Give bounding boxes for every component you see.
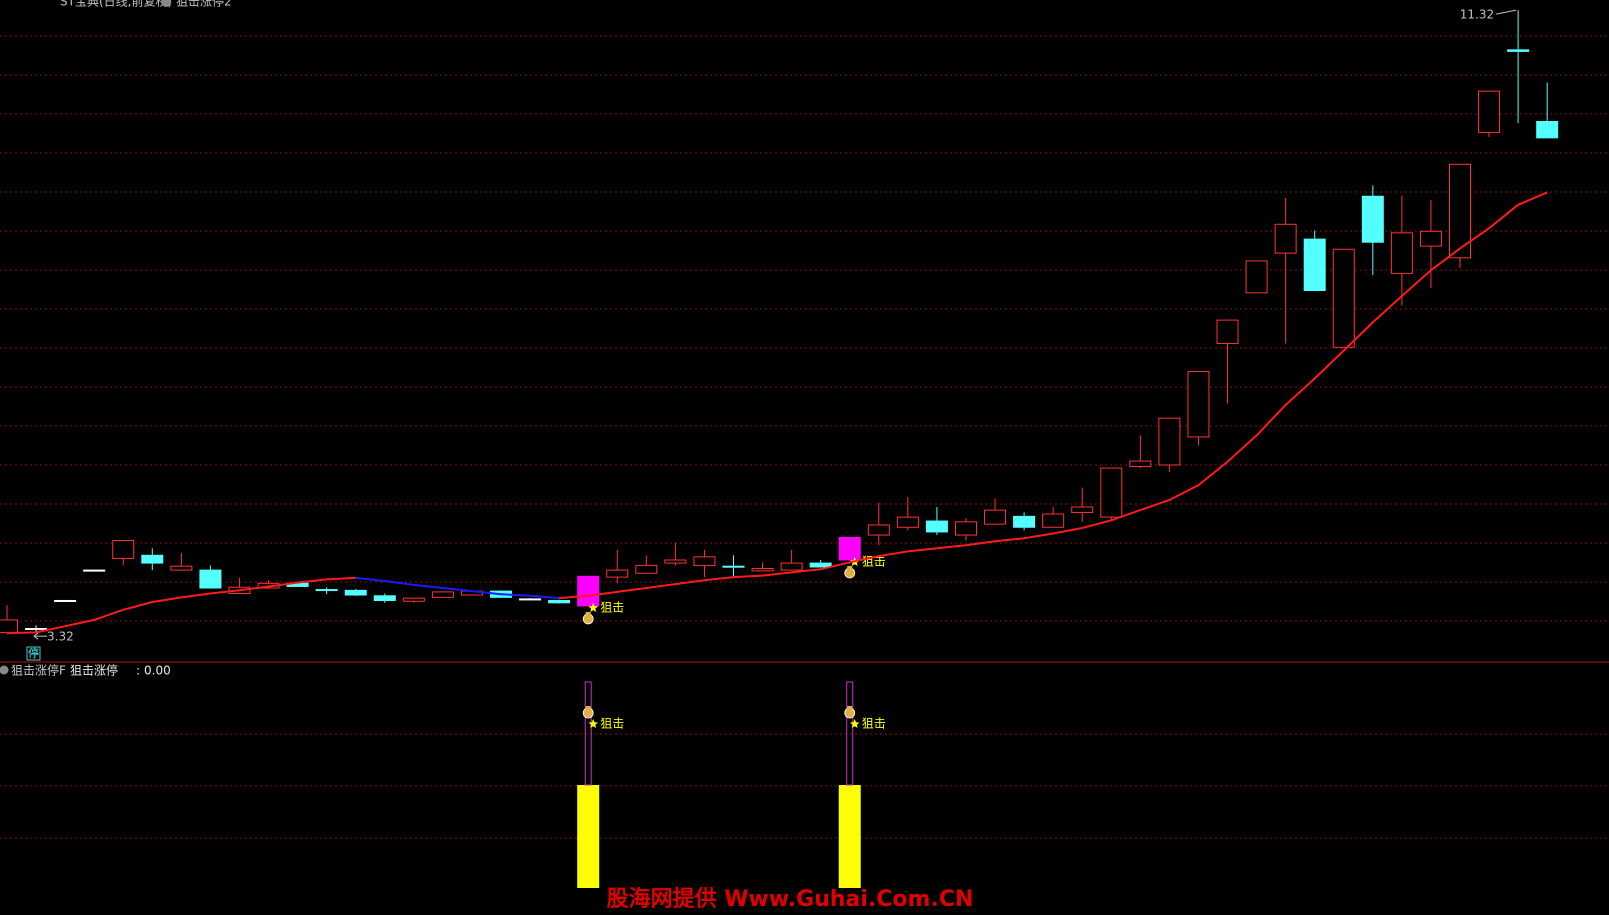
candle-body <box>0 619 18 633</box>
candle-body <box>54 599 77 602</box>
candle-body <box>141 554 164 564</box>
signal-star <box>588 719 598 728</box>
moving-average <box>6 576 356 635</box>
signal-stem <box>846 681 854 786</box>
candle-body <box>925 520 948 533</box>
candle-body <box>1274 223 1297 254</box>
panel-title: 狙击涨停F <box>11 663 66 678</box>
signal-star <box>850 719 860 728</box>
candle-body <box>1449 163 1471 259</box>
header-stock: ST宝典(日线,前复权) <box>60 0 172 9</box>
signal-bag-neck <box>585 706 591 709</box>
candle-body <box>315 589 338 592</box>
candle-body <box>519 598 542 601</box>
candle-body <box>635 564 658 574</box>
panel-legend-name: 狙击涨停 <box>70 663 118 678</box>
candle-body <box>809 562 832 568</box>
signal-bag <box>582 613 594 625</box>
candle-body <box>402 597 425 602</box>
candle-body <box>838 536 861 561</box>
signal-star <box>588 602 598 612</box>
candle-body <box>373 595 396 601</box>
candle-body <box>1507 49 1530 52</box>
candle-body <box>344 589 367 596</box>
signal-label: 狙击 <box>600 717 624 731</box>
candle-body <box>170 565 193 571</box>
candle-body <box>1187 370 1210 438</box>
candle-body <box>606 569 629 578</box>
candle-body <box>112 540 135 559</box>
badge: 停 <box>28 646 39 660</box>
watermark: 股海网提供 Www.Guhai.Com.CN <box>607 886 974 912</box>
signal-bag-neck <box>847 706 853 709</box>
candle-body <box>1361 195 1384 243</box>
signal-stem <box>584 681 592 786</box>
candle-body <box>1158 417 1181 466</box>
signal-bag-neck <box>585 611 591 615</box>
max-arrow <box>1496 9 1517 15</box>
candle-body <box>896 516 919 528</box>
candle-body <box>867 524 890 536</box>
candle-body <box>1303 238 1326 292</box>
candle-body <box>1013 515 1036 528</box>
candle-body <box>1245 260 1268 294</box>
panel-icon <box>0 665 9 675</box>
candle-body <box>1478 90 1501 133</box>
moving-average <box>355 576 560 600</box>
panel-legend-value: 0.00 <box>144 664 171 678</box>
candle-body <box>548 599 571 604</box>
candle-body <box>431 591 454 598</box>
candle-body <box>1332 248 1355 348</box>
signal-bag <box>844 567 856 579</box>
candle-body <box>1129 460 1152 468</box>
max-label: 11.32 <box>1460 8 1494 22</box>
header-icon <box>161 0 171 7</box>
candle-body <box>722 565 745 568</box>
min-label: 3.32 <box>47 630 74 644</box>
signal-bag <box>582 707 594 719</box>
candle-body <box>693 556 716 566</box>
candle-body <box>1100 467 1123 518</box>
candle-body <box>1042 513 1065 528</box>
signal-label: 狙击 <box>862 717 886 731</box>
candle-body <box>984 509 1007 525</box>
panel-legend-colon: : <box>136 664 140 678</box>
candle-body <box>1216 319 1239 344</box>
candle-body <box>780 562 803 571</box>
candle-body <box>1390 232 1413 274</box>
badge-box <box>26 646 41 661</box>
candle-body <box>199 569 222 589</box>
min-arrow-head <box>33 632 39 640</box>
candle-body <box>1071 506 1094 513</box>
candle-body <box>664 559 687 564</box>
candle-body <box>1536 120 1559 139</box>
signal-bar <box>838 785 861 888</box>
header-indicator: 狙击涨停2 <box>176 0 232 9</box>
signal-bar <box>577 785 600 888</box>
signal-label: 狙击 <box>600 600 624 614</box>
candle-body <box>751 568 774 572</box>
signal-bag-neck <box>847 565 853 569</box>
moving-average <box>559 191 1548 600</box>
candle-body <box>577 575 600 607</box>
candle-body <box>1419 230 1442 247</box>
signal-bag <box>844 707 856 719</box>
candle-body <box>25 628 48 631</box>
candle-body <box>83 569 106 572</box>
candle-body <box>954 521 977 536</box>
